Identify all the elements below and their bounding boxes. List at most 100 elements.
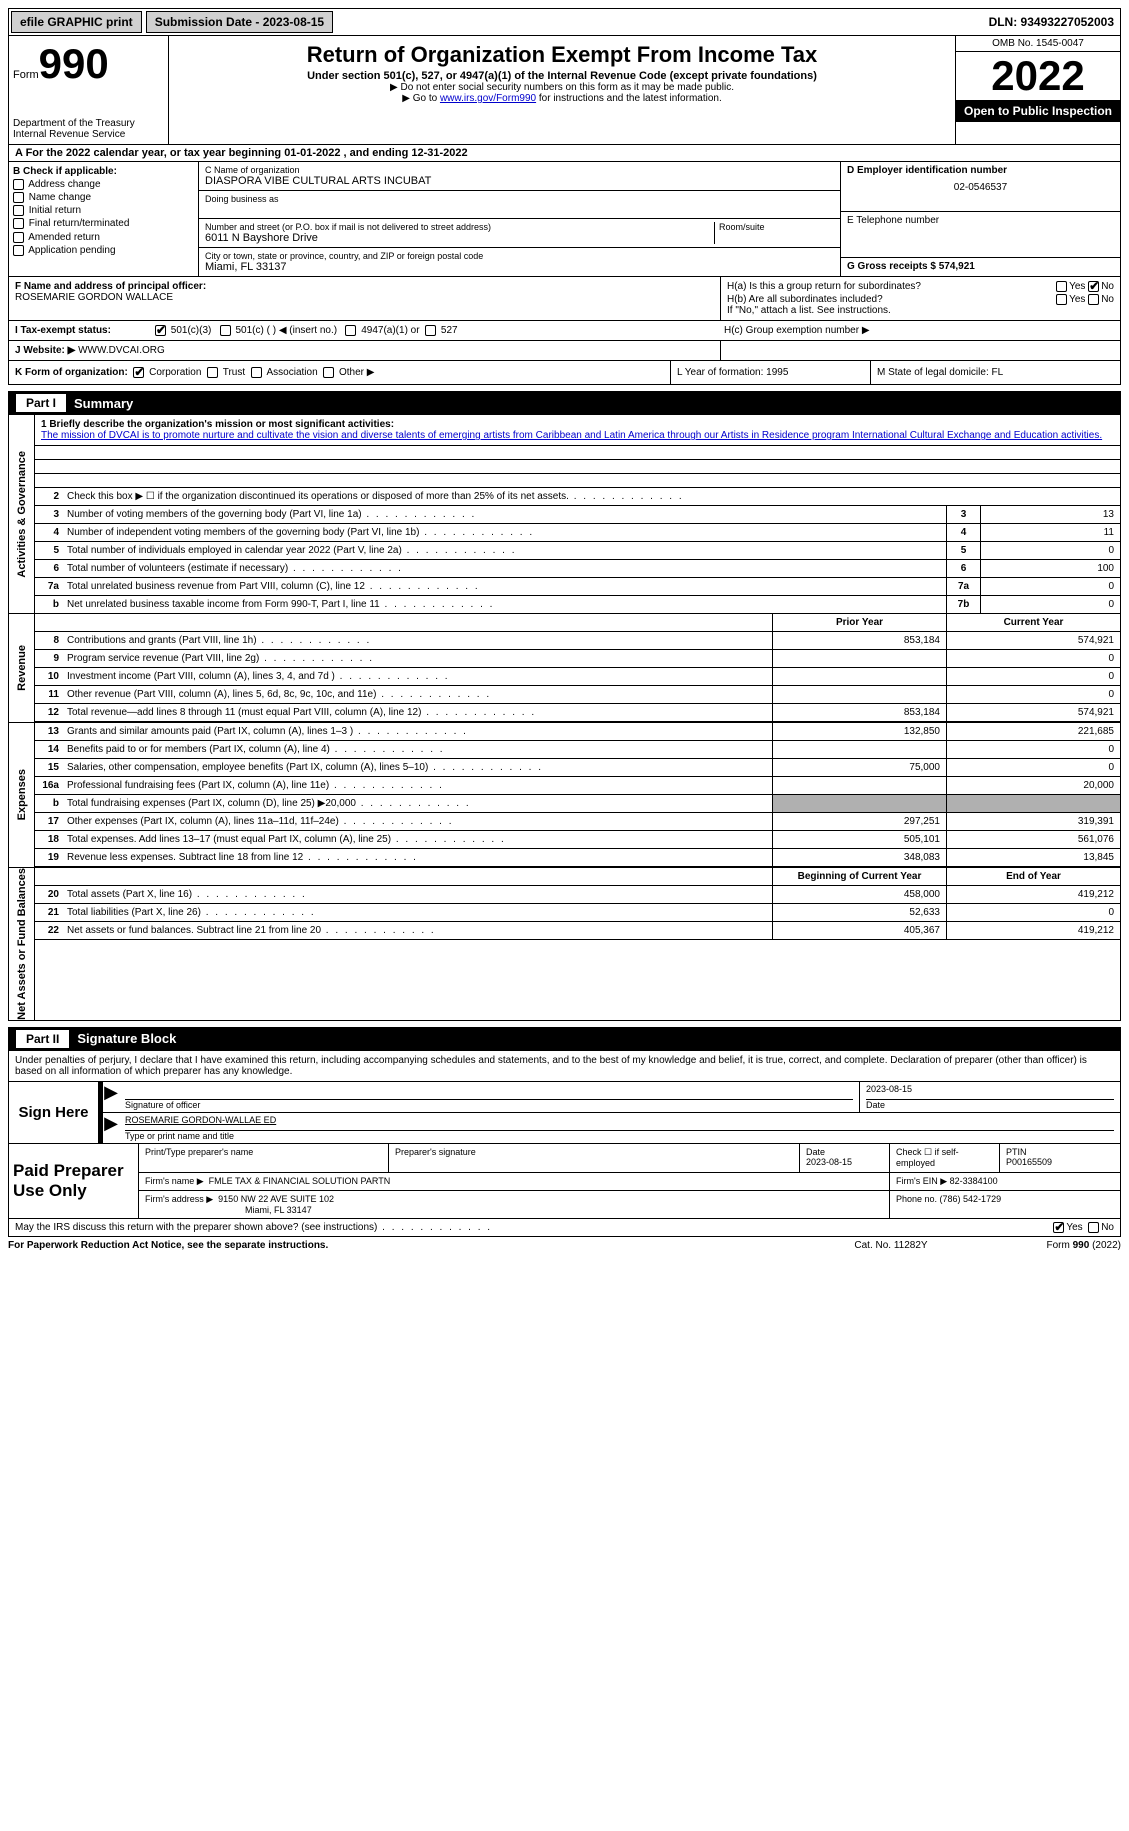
firm-addr-label: Firm's address ▶	[145, 1194, 213, 1204]
mission-text: The mission of DVCAI is to promote nurtu…	[41, 430, 1114, 441]
c-addr-val: 6011 N Bayshore Drive	[205, 232, 714, 244]
data-line: 21Total liabilities (Part X, line 26)52,…	[35, 904, 1120, 922]
b-label: B Check if applicable:	[13, 166, 194, 177]
chk-501c3[interactable]	[155, 325, 166, 336]
chk-trust[interactable]	[207, 367, 218, 378]
part1-title: Summary	[74, 396, 133, 411]
prep-name-label: Print/Type preparer's name	[145, 1147, 382, 1157]
data-line: 22Net assets or fund balances. Subtract …	[35, 922, 1120, 940]
hb-yes[interactable]	[1056, 294, 1067, 305]
arrow-icon-2: ▶	[99, 1113, 119, 1143]
c-city-val: Miami, FL 33137	[205, 261, 834, 273]
firm-phone: Phone no. (786) 542-1729	[890, 1191, 1120, 1218]
gov-line: 5Total number of individuals employed in…	[35, 542, 1120, 560]
prep-sig-label: Preparer's signature	[395, 1147, 793, 1157]
chk-4947[interactable]	[345, 325, 356, 336]
korg-row: K Form of organization: Corporation Trus…	[8, 361, 1121, 385]
ha-yes[interactable]	[1056, 281, 1067, 292]
sign-block: Sign Here ▶ Signature of officer 2023-08…	[8, 1082, 1121, 1144]
chk-initial-return[interactable]: Initial return	[13, 205, 194, 216]
firm-city: Miami, FL 33147	[145, 1205, 883, 1215]
gov-line: 7aTotal unrelated business revenue from …	[35, 578, 1120, 596]
chk-final-return[interactable]: Final return/terminated	[13, 218, 194, 229]
irs-link[interactable]: www.irs.gov/Form990	[440, 93, 536, 104]
curr-year-header: Current Year	[946, 614, 1120, 631]
prior-year-header: Prior Year	[772, 614, 946, 631]
data-line: 8Contributions and grants (Part VIII, li…	[35, 632, 1120, 650]
chk-application-pending[interactable]: Application pending	[13, 245, 194, 256]
data-line: 16aProfessional fundraising fees (Part I…	[35, 777, 1120, 795]
firm-addr: 9150 NW 22 AVE SUITE 102	[218, 1194, 334, 1204]
perjury-text: Under penalties of perjury, I declare th…	[8, 1051, 1121, 1082]
d-ein-val: 02-0546537	[847, 176, 1114, 193]
vtab-revenue: Revenue	[9, 614, 35, 722]
form-subtitle: Under section 501(c), 527, or 4947(a)(1)…	[173, 70, 951, 82]
note2-post: for instructions and the latest informat…	[536, 93, 722, 104]
prep-check-label: Check ☐ if self-employed	[890, 1144, 1000, 1172]
c-dba-label: Doing business as	[205, 194, 834, 204]
prep-date-val: 2023-08-15	[806, 1157, 883, 1167]
c-name-label: C Name of organization	[205, 165, 834, 175]
efile-button[interactable]: efile GRAPHIC print	[11, 11, 142, 33]
end-year-header: End of Year	[946, 868, 1120, 885]
data-line: 10Investment income (Part VIII, column (…	[35, 668, 1120, 686]
discuss-row: May the IRS discuss this return with the…	[8, 1219, 1121, 1237]
ha-label: H(a) Is this a group return for subordin…	[727, 281, 1056, 292]
form-word: Form	[13, 69, 39, 81]
discuss-text: May the IRS discuss this return with the…	[15, 1222, 492, 1233]
data-line: 15Salaries, other compensation, employee…	[35, 759, 1120, 777]
chk-amended-return[interactable]: Amended return	[13, 232, 194, 243]
form-header: Form990 Department of the Treasury Inter…	[8, 36, 1121, 145]
part1-header: Part I Summary	[8, 391, 1121, 415]
discuss-no[interactable]	[1088, 1222, 1099, 1233]
website-row: J Website: ▶ WWW.DVCAI.ORG	[8, 341, 1121, 361]
form-title: Return of Organization Exempt From Incom…	[173, 42, 951, 68]
f-val: ROSEMARIE GORDON WALLACE	[15, 292, 714, 303]
data-line: bTotal fundraising expenses (Part IX, co…	[35, 795, 1120, 813]
note2-pre: ▶ Go to	[402, 93, 440, 104]
chk-name-change[interactable]: Name change	[13, 192, 194, 203]
vtab-net-assets: Net Assets or Fund Balances	[9, 868, 35, 1020]
net-assets-block: Net Assets or Fund Balances Beginning of…	[8, 868, 1121, 1021]
f-left: F Name and address of principal officer:…	[9, 277, 720, 320]
ha-no[interactable]	[1088, 281, 1099, 292]
hc-label: H(c) Group exemption number ▶	[724, 325, 1114, 336]
prep-date-label: Date	[806, 1147, 883, 1157]
blank-line-2	[35, 460, 1120, 474]
korg-label: K Form of organization:	[15, 367, 128, 378]
form-number: 990	[39, 40, 109, 87]
chk-corp[interactable]	[133, 367, 144, 378]
chk-other[interactable]	[323, 367, 334, 378]
gov-line: 2Check this box ▶ ☐ if the organization …	[35, 488, 1120, 506]
sig-officer-label: Signature of officer	[125, 1100, 853, 1110]
firm-name: FMLE TAX & FINANCIAL SOLUTION PARTN	[209, 1176, 391, 1186]
gov-line: 6Total number of volunteers (estimate if…	[35, 560, 1120, 578]
data-line: 18Total expenses. Add lines 13–17 (must …	[35, 831, 1120, 849]
sign-date-label: Date	[866, 1100, 1114, 1110]
omb-label: OMB No. 1545-0047	[956, 36, 1120, 52]
submission-date-button[interactable]: Submission Date - 2023-08-15	[146, 11, 333, 33]
part2-header: Part II Signature Block	[8, 1027, 1121, 1051]
d-tel-label: E Telephone number	[847, 215, 1114, 226]
chk-527[interactable]	[425, 325, 436, 336]
discuss-yes[interactable]	[1053, 1222, 1064, 1233]
revenue-block: Revenue Prior Year Current Year 8Contrib…	[8, 614, 1121, 723]
c-addr-label: Number and street (or P.O. box if mail i…	[205, 222, 714, 232]
hb-no[interactable]	[1088, 294, 1099, 305]
f-label: F Name and address of principal officer:	[15, 281, 714, 292]
c-city-label: City or town, state or province, country…	[205, 251, 834, 261]
blank-line-3	[35, 474, 1120, 488]
chk-assoc[interactable]	[251, 367, 262, 378]
net-header: Beginning of Current Year End of Year	[35, 868, 1120, 886]
part2-title: Signature Block	[77, 1031, 176, 1046]
part2-num: Part II	[16, 1030, 69, 1048]
inspection-label: Open to Public Inspection	[956, 100, 1120, 122]
row-a: A For the 2022 calendar year, or tax yea…	[8, 145, 1121, 162]
chk-501c[interactable]	[220, 325, 231, 336]
form-note1: ▶ Do not enter social security numbers o…	[173, 82, 951, 93]
prep-ptin-val: P00165509	[1006, 1157, 1114, 1167]
chk-address-change[interactable]: Address change	[13, 179, 194, 190]
section-fh: F Name and address of principal officer:…	[8, 277, 1121, 321]
footer-left: For Paperwork Reduction Act Notice, see …	[8, 1240, 821, 1251]
begin-year-header: Beginning of Current Year	[772, 868, 946, 885]
